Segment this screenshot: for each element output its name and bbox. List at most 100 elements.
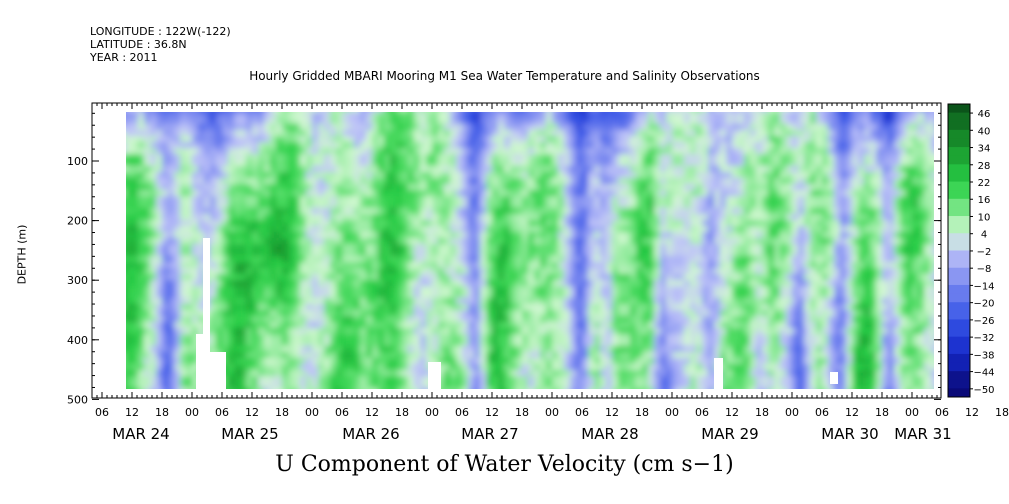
x-tick-label: 12: [965, 406, 979, 419]
x-tick-label: 18: [275, 406, 289, 419]
colorbar-swatch: [948, 190, 970, 200]
x-tick-label: 12: [725, 406, 739, 419]
x-tick-label: 12: [365, 406, 379, 419]
colorbar-label: 4: [981, 230, 987, 241]
x-tick-label: 12: [245, 406, 259, 419]
y-tick-label: 500: [67, 393, 88, 406]
colorbar-label: −44: [973, 368, 994, 379]
colorbar-swatch: [948, 293, 970, 303]
colorbar-swatch: [948, 216, 970, 226]
x-tick-label: 12: [125, 406, 139, 419]
y-tick-label: 400: [67, 334, 88, 347]
colorbar-swatch: [948, 362, 970, 372]
x-tick-label: 12: [845, 406, 859, 419]
colorbar-swatch: [948, 353, 970, 364]
colorbar-swatch: [948, 207, 970, 217]
colorbar-label: 34: [978, 144, 991, 155]
x-date-label: MAR 26: [342, 425, 399, 443]
x-tick-label: 06: [935, 406, 949, 419]
colorbar-swatch: [948, 388, 970, 398]
x-tick-label: 06: [215, 406, 229, 419]
x-tick-label: 00: [425, 406, 439, 419]
colorbar-label: −14: [973, 281, 994, 292]
colorbar-swatch: [948, 302, 970, 312]
x-tick-label: 18: [155, 406, 169, 419]
colorbar-swatch: [948, 336, 970, 346]
colorbar-label: −50: [973, 385, 994, 396]
x-tick-label: 06: [575, 406, 589, 419]
colorbar-label: −8: [977, 264, 992, 275]
colorbar-swatch: [948, 267, 970, 277]
x-tick-label: 18: [755, 406, 769, 419]
colorbar-swatch: [948, 155, 970, 165]
colorbar-label: −20: [973, 299, 994, 310]
colorbar-swatch: [948, 233, 970, 243]
x-tick-label: 00: [905, 406, 919, 419]
colorbar-swatch: [948, 276, 970, 286]
colorbar-swatch: [948, 198, 970, 208]
colorbar-swatch: [948, 112, 970, 122]
colorbar-swatch: [948, 241, 970, 251]
x-date-label: MAR 28: [581, 425, 638, 443]
x-tick-label: 00: [545, 406, 559, 419]
x-date-label: MAR 24: [112, 425, 169, 443]
x-date-label: MAR 30: [821, 425, 878, 443]
x-tick-label: 00: [185, 406, 199, 419]
colorbar-swatch: [948, 224, 970, 234]
colorbar-label: 22: [978, 178, 991, 189]
colorbar-swatch: [948, 250, 970, 260]
x-tick-label: 06: [815, 406, 829, 419]
x-tick-label: 06: [695, 406, 709, 419]
colorbar-swatch: [948, 328, 970, 338]
longitude-label: LONGITUDE : 122W(-122): [90, 25, 231, 38]
x-tick-label: 18: [395, 406, 409, 419]
colorbar-swatch: [948, 181, 970, 191]
x-tick-label: 00: [785, 406, 799, 419]
x-date-label: MAR 29: [701, 425, 758, 443]
x-tick-label: 06: [335, 406, 349, 419]
x-tick-label: 00: [305, 406, 319, 419]
colorbar-swatch: [948, 121, 970, 131]
colorbar-label: −2: [977, 247, 992, 258]
x-axis-label: U Component of Water Velocity (cm s−1): [275, 452, 734, 477]
colorbar-swatch: [948, 310, 970, 320]
x-date-label: MAR 25: [221, 425, 278, 443]
colorbar-swatch: [948, 284, 970, 295]
colorbar: 46 40 34 28 22 16 10 4 −2 −8 −14 −20 −26 −32 −38 −44 −50: [947, 103, 995, 398]
colorbar-swatch: [948, 259, 970, 269]
colorbar-label: 40: [978, 126, 991, 137]
colorbar-swatch: [948, 129, 970, 139]
heatmap-field: [126, 112, 934, 389]
x-tick-label: 12: [485, 406, 499, 419]
x-tick-label: 12: [605, 406, 619, 419]
latitude-label: LATITUDE : 36.8N: [90, 38, 187, 51]
x-tick-label: 18: [515, 406, 529, 419]
x-tick-label: 00: [665, 406, 679, 419]
year-label: YEAR : 2011: [90, 51, 158, 64]
colorbar-swatch: [948, 138, 970, 148]
colorbar-label: 46: [978, 109, 991, 120]
colorbar-label: −32: [973, 333, 994, 344]
missing-data-mask: [126, 103, 934, 398]
x-tick-label: 06: [95, 406, 109, 419]
y-tick-label: 300: [67, 274, 88, 287]
colorbar-swatch: [948, 172, 970, 183]
x-tick-label: 18: [875, 406, 889, 419]
colorbar-swatch: [948, 371, 970, 381]
colorbar-label: 16: [978, 195, 991, 206]
colorbar-swatch: [948, 345, 970, 355]
colorbar-label: −26: [973, 316, 994, 327]
colorbar-swatch: [948, 147, 970, 157]
x-tick-label: 18: [635, 406, 649, 419]
colorbar-swatch: [948, 379, 970, 389]
x-date-label: MAR 31: [894, 425, 951, 443]
y-tick-label: 200: [67, 215, 88, 228]
colorbar-swatch: [948, 104, 970, 114]
chart-title: Hourly Gridded MBARI Mooring M1 Sea Wate…: [249, 69, 760, 83]
colorbar-swatch: [948, 164, 970, 174]
y-tick-label: 100: [67, 155, 88, 168]
colorbar-label: 10: [978, 212, 991, 223]
colorbar-label: 28: [978, 161, 991, 172]
